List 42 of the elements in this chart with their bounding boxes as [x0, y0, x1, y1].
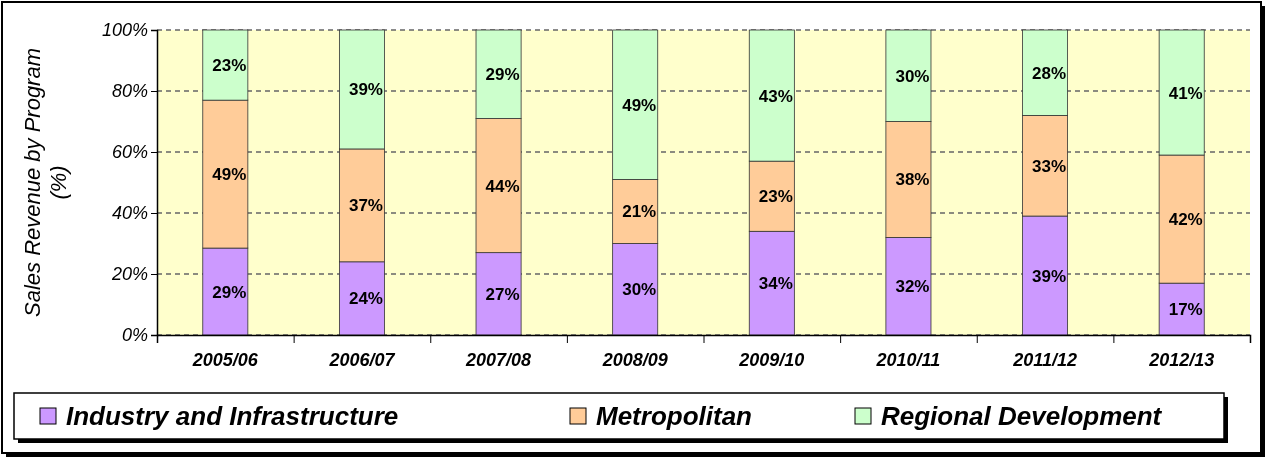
y-axis-title: Sales Revenue by Program (%) [20, 47, 71, 318]
data-label: 38% [895, 170, 930, 190]
x-tick-label: 2009/10 [738, 350, 805, 370]
data-label: 42% [1168, 210, 1203, 230]
data-label: 39% [1032, 266, 1067, 286]
x-tick-label: 2012/13 [1148, 350, 1215, 370]
data-label: 23% [758, 187, 793, 207]
data-label: 17% [1168, 300, 1203, 320]
data-label: 27% [485, 284, 520, 304]
data-label: 37% [348, 196, 383, 216]
x-tick-label: 2008/09 [601, 350, 668, 370]
x-tick-label: 2006/07 [328, 350, 396, 370]
y-tick-label: 20% [110, 264, 148, 285]
data-label: 32% [895, 277, 930, 297]
y-tick-label: 100% [101, 20, 148, 41]
legend-label: Regional Development [881, 401, 1163, 431]
data-label: 29% [485, 65, 520, 85]
y-tick-label: 60% [111, 142, 148, 163]
data-label: 29% [212, 282, 247, 302]
data-label: 24% [348, 289, 383, 309]
data-label: 49% [212, 165, 247, 185]
data-label: 23% [212, 56, 247, 76]
x-tick-label: 2005/06 [191, 350, 259, 370]
data-label: 30% [895, 66, 930, 86]
data-label: 39% [348, 80, 383, 100]
data-label: 49% [622, 95, 657, 115]
data-label: 44% [485, 176, 520, 196]
data-label: 30% [622, 280, 657, 300]
data-label: 41% [1168, 83, 1203, 103]
data-label: 28% [1032, 63, 1067, 83]
y-tick-label: 0% [121, 325, 148, 346]
data-label: 33% [1032, 156, 1067, 176]
x-tick-label: 2007/08 [465, 350, 532, 370]
y-tick-label: 80% [111, 81, 148, 102]
data-label: 34% [758, 274, 793, 294]
x-tick-label: 2011/12 [1012, 350, 1077, 370]
y-tick-label: 40% [111, 203, 148, 224]
data-label: 43% [758, 86, 793, 106]
legend-label: Industry and Infrastructure [66, 401, 399, 431]
data-label: 21% [622, 202, 657, 222]
legend-label: Metropolitan [596, 401, 752, 431]
x-tick-label: 2010/11 [875, 350, 941, 370]
